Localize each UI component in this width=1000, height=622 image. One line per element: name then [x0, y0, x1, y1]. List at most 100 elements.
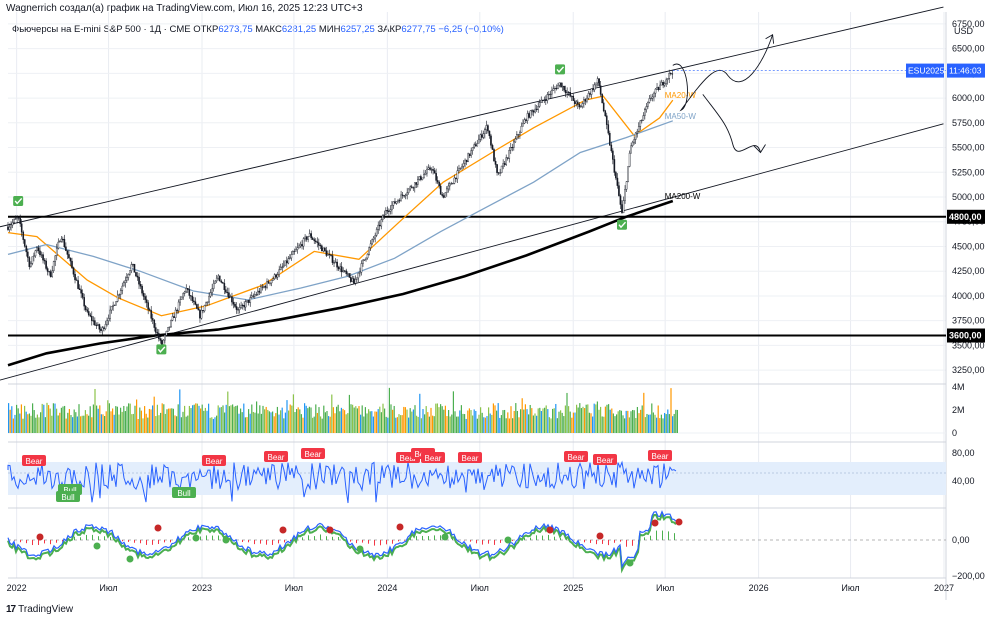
momentum-hist-bar — [38, 540, 39, 545]
candle-body — [89, 314, 92, 317]
bear-label: Bear — [206, 457, 223, 466]
volume-bar — [404, 407, 406, 433]
candle-body — [645, 106, 648, 110]
volume-bar — [72, 417, 74, 433]
volume-bar — [107, 400, 109, 433]
candle-body — [572, 95, 575, 101]
volume-bar — [17, 408, 19, 433]
volume-bar — [132, 413, 134, 433]
candle-body — [122, 282, 125, 287]
volume-bar — [145, 413, 147, 433]
candle-body — [659, 84, 661, 90]
candle-body — [487, 125, 489, 132]
checkmark-glyph — [556, 66, 565, 73]
volume-bar — [92, 404, 94, 433]
volume-bar — [41, 403, 43, 433]
currency-label: USD — [954, 26, 974, 36]
candle-body — [16, 217, 18, 219]
x-tick-label: Июл — [99, 583, 117, 593]
candle-body — [98, 324, 101, 330]
volume-bar — [510, 406, 512, 433]
volume-bar — [318, 407, 320, 433]
candle-body — [669, 72, 672, 74]
volume-bar — [611, 408, 613, 433]
volume-bar — [214, 417, 216, 433]
volume-bar — [76, 416, 78, 433]
volume-bar — [83, 415, 85, 433]
candle-body — [567, 91, 570, 93]
candle-body — [570, 95, 573, 97]
candle-body — [389, 209, 392, 212]
candle-body — [541, 99, 544, 101]
volume-bar — [329, 416, 331, 433]
volume-bar — [435, 403, 437, 433]
candle-body — [497, 172, 500, 174]
volume-bar — [25, 411, 27, 433]
candle-body — [27, 251, 29, 258]
volume-bar — [616, 414, 618, 433]
momentum-hist-bar — [338, 536, 339, 540]
candle-body — [554, 87, 556, 89]
candle-body — [342, 270, 344, 273]
volume-bar — [624, 418, 626, 433]
candle-body — [452, 183, 454, 185]
volume-bar — [388, 387, 390, 433]
momentum-dot — [222, 536, 230, 544]
candle-body — [197, 308, 200, 311]
checkmark-icon — [13, 195, 24, 206]
volume-bar — [180, 417, 182, 433]
momentum-hist-bar — [32, 540, 33, 546]
momentum-hist-bar — [470, 540, 471, 542]
volume-bar — [62, 406, 64, 433]
volume-bar — [281, 407, 283, 433]
candle-body — [586, 97, 588, 102]
candle-body — [148, 309, 151, 311]
candle-body — [292, 251, 294, 255]
momentum-hist-bar — [200, 536, 201, 540]
momentum-hist-bar — [422, 535, 423, 540]
candle-body — [595, 82, 597, 86]
close-label: ЗАКР — [377, 24, 402, 35]
candle-body — [642, 115, 645, 121]
candle-body — [516, 134, 518, 140]
candle-body — [176, 309, 178, 311]
volume-bar — [289, 404, 291, 433]
volume-bar — [171, 408, 173, 433]
momentum-hist-bar — [644, 537, 645, 540]
momentum-hist-bar — [218, 535, 219, 540]
x-tick-label: Июл — [841, 583, 859, 593]
volume-bar — [238, 413, 240, 433]
candle-body — [307, 236, 309, 240]
candle-body — [378, 224, 381, 227]
volume-bar — [537, 408, 539, 433]
momentum-hist-bar — [98, 536, 99, 540]
volume-bar — [28, 413, 30, 433]
momentum-hist-bar — [512, 540, 513, 541]
momentum-hist-bar — [110, 537, 111, 540]
candle-body — [43, 259, 46, 262]
momentum-hist-bar — [314, 536, 315, 540]
volume-bar — [270, 412, 272, 433]
candle-body — [183, 291, 186, 294]
bear-label: Bear — [268, 453, 285, 462]
checkmark-glyph — [14, 197, 23, 205]
volume-bar — [667, 409, 669, 433]
volume-bar — [523, 409, 525, 433]
volume-bar — [358, 406, 360, 433]
volume-bar — [644, 417, 646, 433]
volume-bar — [480, 407, 482, 433]
candle-body — [72, 267, 75, 275]
symbol-badge-text: ESU2025 — [908, 66, 945, 76]
candle-body — [365, 257, 367, 260]
candle-body — [104, 324, 107, 329]
volume-bar — [84, 410, 86, 433]
candle-body — [234, 304, 236, 307]
candle-body — [243, 305, 245, 308]
candle-body — [397, 200, 399, 202]
volume-bar — [379, 406, 381, 433]
momentum-hist-bar — [584, 540, 585, 543]
momentum-hist-bar — [440, 535, 441, 540]
momentum-hist-bar — [242, 540, 243, 543]
projection-arrow-up — [672, 34, 774, 112]
